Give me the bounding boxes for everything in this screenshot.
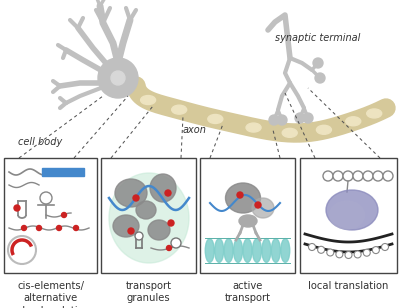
Circle shape xyxy=(57,225,61,230)
Circle shape xyxy=(237,192,243,198)
Circle shape xyxy=(373,171,383,181)
Ellipse shape xyxy=(330,201,365,229)
Ellipse shape xyxy=(239,215,257,227)
Ellipse shape xyxy=(313,123,335,136)
Ellipse shape xyxy=(246,123,261,132)
Bar xyxy=(200,158,295,273)
Text: cis-elements/
alternative
polyadenylation: cis-elements/ alternative polyadenylatio… xyxy=(10,281,91,308)
Circle shape xyxy=(255,202,261,208)
Ellipse shape xyxy=(150,174,176,202)
Circle shape xyxy=(73,225,79,230)
Circle shape xyxy=(383,171,393,181)
Circle shape xyxy=(14,205,20,211)
Ellipse shape xyxy=(109,173,189,263)
Circle shape xyxy=(373,247,379,253)
Circle shape xyxy=(363,171,373,181)
Circle shape xyxy=(318,246,325,253)
Text: synaptic terminal: synaptic terminal xyxy=(275,33,360,43)
Circle shape xyxy=(345,252,352,258)
Ellipse shape xyxy=(113,215,139,237)
Ellipse shape xyxy=(205,239,214,262)
Ellipse shape xyxy=(279,126,301,139)
Circle shape xyxy=(343,171,353,181)
Circle shape xyxy=(61,213,67,217)
Ellipse shape xyxy=(262,239,271,262)
Circle shape xyxy=(295,113,305,123)
Ellipse shape xyxy=(225,183,261,213)
Circle shape xyxy=(165,190,171,196)
Ellipse shape xyxy=(115,179,147,207)
Circle shape xyxy=(133,195,139,201)
Text: axon: axon xyxy=(183,125,207,135)
Circle shape xyxy=(315,73,325,83)
Ellipse shape xyxy=(367,109,382,118)
Circle shape xyxy=(171,238,181,248)
Circle shape xyxy=(40,192,52,204)
Ellipse shape xyxy=(316,125,331,134)
Ellipse shape xyxy=(281,239,290,262)
Ellipse shape xyxy=(215,239,224,262)
Ellipse shape xyxy=(233,239,243,262)
Circle shape xyxy=(269,115,279,125)
Ellipse shape xyxy=(168,103,190,116)
Ellipse shape xyxy=(208,115,223,124)
Circle shape xyxy=(303,113,313,123)
Circle shape xyxy=(277,115,287,125)
Bar xyxy=(42,168,84,176)
Ellipse shape xyxy=(252,198,274,218)
Ellipse shape xyxy=(137,94,159,107)
Ellipse shape xyxy=(172,105,187,114)
Ellipse shape xyxy=(363,107,385,120)
Ellipse shape xyxy=(224,239,233,262)
Text: cell body: cell body xyxy=(18,137,62,147)
Bar xyxy=(300,158,397,273)
Ellipse shape xyxy=(148,220,170,240)
Circle shape xyxy=(333,171,343,181)
Circle shape xyxy=(313,58,323,68)
Text: transport
granules: transport granules xyxy=(126,281,172,303)
Circle shape xyxy=(168,220,174,226)
Ellipse shape xyxy=(243,239,252,262)
Circle shape xyxy=(128,228,134,234)
Ellipse shape xyxy=(253,239,261,262)
Ellipse shape xyxy=(141,95,156,104)
Circle shape xyxy=(98,58,138,98)
Circle shape xyxy=(323,171,333,181)
Circle shape xyxy=(381,244,389,250)
Circle shape xyxy=(111,71,125,85)
Circle shape xyxy=(36,225,41,230)
Ellipse shape xyxy=(243,121,265,134)
Text: active
transport: active transport xyxy=(225,281,271,303)
Circle shape xyxy=(308,244,316,250)
Bar xyxy=(101,158,196,273)
Circle shape xyxy=(166,245,172,250)
Ellipse shape xyxy=(326,190,378,230)
Circle shape xyxy=(353,171,363,181)
Bar xyxy=(4,158,97,273)
Circle shape xyxy=(327,249,334,256)
Ellipse shape xyxy=(346,117,361,126)
Circle shape xyxy=(22,225,26,230)
Ellipse shape xyxy=(205,112,226,125)
Ellipse shape xyxy=(136,201,156,219)
Circle shape xyxy=(336,251,343,258)
Circle shape xyxy=(363,249,370,256)
Text: local translation: local translation xyxy=(308,281,389,291)
Circle shape xyxy=(8,236,36,264)
Circle shape xyxy=(135,232,143,240)
Ellipse shape xyxy=(271,239,280,262)
Ellipse shape xyxy=(342,115,364,128)
Circle shape xyxy=(354,251,361,258)
Ellipse shape xyxy=(282,128,297,137)
